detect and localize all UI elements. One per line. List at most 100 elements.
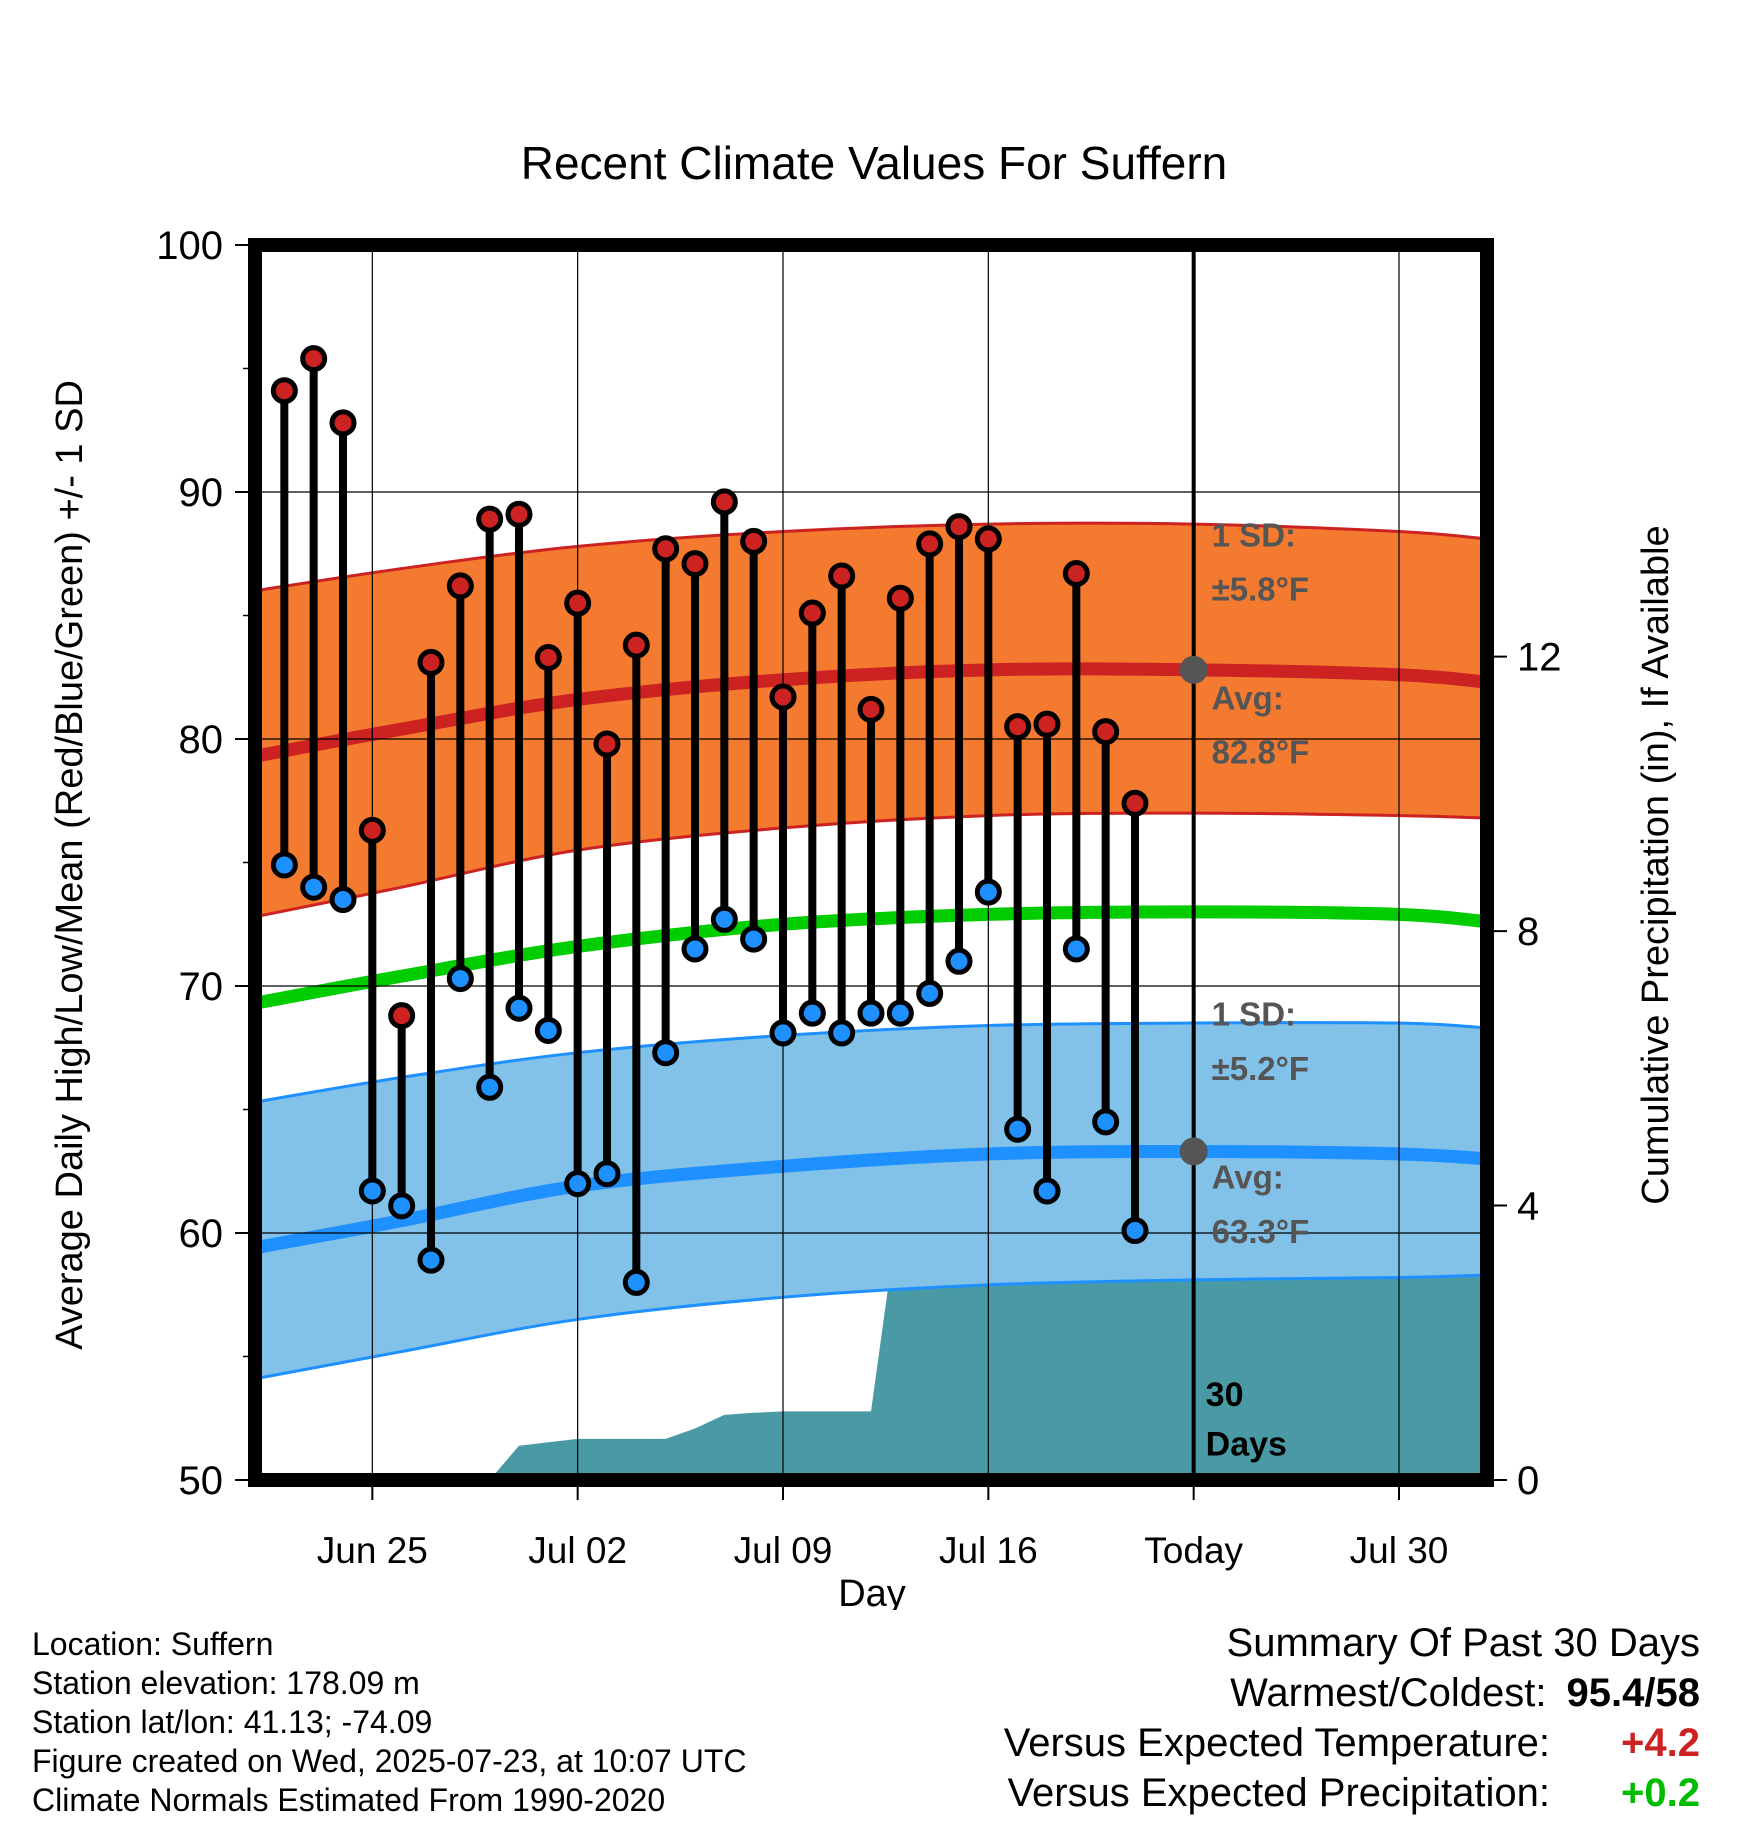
low-point <box>945 947 973 975</box>
low-avg-value: 63.3°F <box>1212 1213 1310 1250</box>
precip-value: +0.2 <box>1621 1771 1700 1815</box>
low-point <box>974 878 1002 906</box>
low-point <box>622 1268 650 1296</box>
x-tick-label: Jul 30 <box>1350 1530 1449 1571</box>
y2-tick-label: 12 <box>1517 636 1562 680</box>
y2-tick-label: 8 <box>1517 910 1539 954</box>
low-point <box>300 873 328 901</box>
x-tick-label: Jul 09 <box>734 1530 833 1571</box>
low-sd-value: ±5.2°F <box>1212 1050 1309 1087</box>
low-point <box>1033 1177 1061 1205</box>
high-point <box>593 730 621 758</box>
elevation-text: Station elevation: 178.09 m <box>32 1665 420 1701</box>
low-point <box>446 965 474 993</box>
high-point <box>652 535 680 563</box>
low-point <box>564 1170 592 1198</box>
high-point <box>1092 718 1120 746</box>
low-sd-label: 1 SD: <box>1212 996 1296 1033</box>
low-sd-band-lower-edge <box>254 1273 1488 1381</box>
low-point <box>476 1073 504 1101</box>
precip-label: Versus Expected Precipitation: <box>1007 1771 1550 1815</box>
high-point <box>505 500 533 528</box>
high-point <box>798 599 826 627</box>
coldest-value: 58 <box>1655 1671 1701 1715</box>
high-point <box>1121 789 1149 817</box>
y-tick-label: 70 <box>179 965 224 1009</box>
chart-title: Recent Climate Values For Suffern <box>521 137 1228 189</box>
y2-tick-label: 4 <box>1517 1185 1539 1229</box>
y-tick-label: 60 <box>179 1212 224 1256</box>
low-point <box>388 1192 416 1220</box>
high-avg-marker <box>1179 655 1208 684</box>
temp-label: Versus Expected Temperature: <box>1003 1721 1550 1765</box>
low-point <box>652 1039 680 1067</box>
x-tick-label: Jul 16 <box>939 1530 1038 1571</box>
summary-precip-row: Versus Expected Precipitation: +0.2 <box>1004 1768 1700 1818</box>
x-tick-label: Today <box>1144 1530 1243 1571</box>
low-point <box>798 999 826 1027</box>
x-tick-label: Jun 25 <box>317 1530 428 1571</box>
high-point <box>769 683 797 711</box>
plot-area: 1 SD: ±5.8°F Avg: 82.8°F 1 SD: ±5.2°F Avg: 63.3… <box>156 224 1561 1571</box>
high-point <box>740 527 768 555</box>
y-axis-label: Average Daily High/Low/Mean (Red/Blue/Gr… <box>49 380 91 1350</box>
low-point <box>417 1246 445 1274</box>
high-point <box>1033 710 1061 738</box>
station-info: Location: Suffern Station elevation: 178… <box>32 1625 746 1820</box>
created-text: Figure created on Wed, 2025-07-23, at 10… <box>32 1743 747 1779</box>
high-sd-value: ±5.8°F <box>1212 571 1309 608</box>
low-point <box>329 886 357 914</box>
temp-value: +4.2 <box>1621 1721 1700 1765</box>
low-point <box>916 979 944 1007</box>
high-point <box>1062 560 1090 588</box>
summary-warm-cold-row: Warmest/Coldest: 95.4/58 <box>1004 1668 1700 1718</box>
high-sd-band-upper-edge <box>254 521 1488 593</box>
low-point <box>1092 1108 1120 1136</box>
low-point <box>740 925 768 953</box>
low-point <box>1004 1115 1032 1143</box>
warm-cold-label: Warmest/Coldest: <box>1230 1671 1547 1715</box>
low-point <box>886 999 914 1027</box>
high-point <box>622 631 650 659</box>
high-point <box>270 377 298 405</box>
high-point <box>945 513 973 541</box>
high-point <box>476 505 504 533</box>
high-avg-value: 82.8°F <box>1212 734 1310 771</box>
y-tick-label: 100 <box>156 224 223 268</box>
location-text: Location: Suffern <box>32 1626 274 1662</box>
low-point <box>1121 1217 1149 1245</box>
high-point <box>300 345 328 373</box>
summary-title: Summary Of Past 30 Days <box>1226 1621 1700 1665</box>
y2-tick-label: 0 <box>1517 1459 1539 1503</box>
x-tick-label: Jul 02 <box>528 1530 627 1571</box>
low-point <box>857 999 885 1027</box>
warm-cold-value: 95.4/58 <box>1566 1671 1701 1715</box>
high-point <box>417 648 445 676</box>
latlon-text: Station lat/lon: 41.13; -74.09 <box>32 1704 433 1740</box>
climate-chart: Recent Climate Values For Suffern 1 SD: ±… <box>49 137 1677 1610</box>
low-point <box>828 1019 856 1047</box>
high-point <box>1004 713 1032 741</box>
x-axis-label: Day <box>838 1573 906 1610</box>
y-tick-label: 80 <box>179 718 224 762</box>
normals-text: Climate Normals Estimated From 1990-2020 <box>32 1782 666 1818</box>
high-point <box>974 525 1002 553</box>
high-point <box>329 409 357 437</box>
high-point <box>388 1002 416 1030</box>
y-tick-label: 50 <box>179 1459 224 1503</box>
low-point <box>769 1019 797 1047</box>
y2-axis-label: Cumulative Precipitation (in), If Availa… <box>1635 525 1677 1204</box>
summary-temp-row: Versus Expected Temperature: +4.2 <box>1004 1718 1700 1768</box>
low-avg-label: Avg: <box>1212 1159 1284 1196</box>
low-point <box>1062 935 1090 963</box>
high-point <box>886 584 914 612</box>
low-point <box>710 905 738 933</box>
high-point <box>828 562 856 590</box>
window-label-number: 30 <box>1206 1376 1244 1414</box>
low-sd-band <box>255 1022 1487 1379</box>
low-point <box>681 935 709 963</box>
high-point <box>916 530 944 558</box>
low-point <box>534 1016 562 1044</box>
high-point <box>710 488 738 516</box>
high-point <box>358 816 386 844</box>
